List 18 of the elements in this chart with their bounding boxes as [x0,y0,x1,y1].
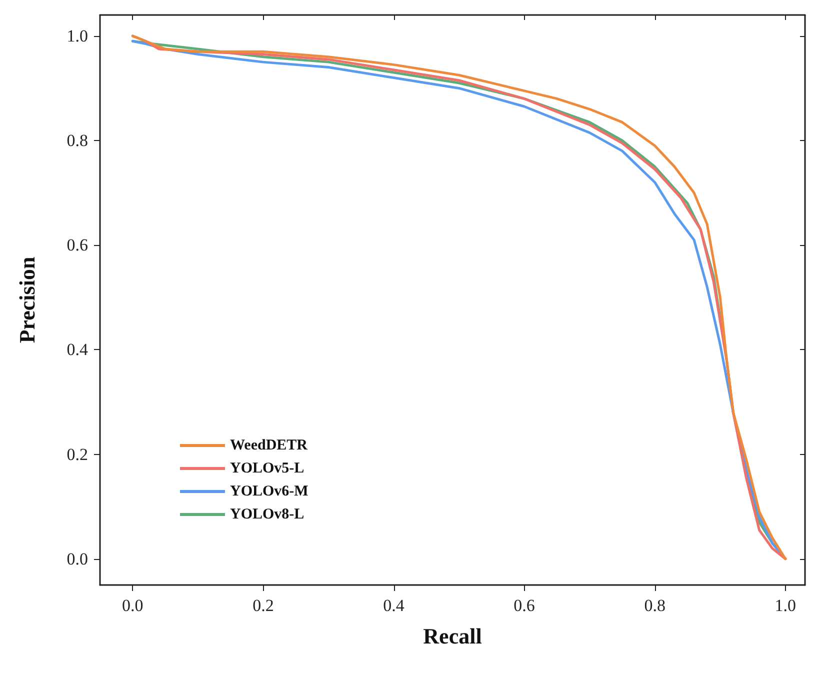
x-tick-label: 0.4 [383,596,405,615]
legend-label: YOLOv5-L [230,460,304,476]
x-tick-label: 0.0 [122,596,144,615]
y-tick-label: 0.8 [66,131,88,150]
x-tick-label: 0.6 [514,596,535,615]
legend-label: WeedDETR [230,438,308,454]
x-tick-label: 0.8 [644,596,666,615]
y-axis-title: Precision [14,256,40,344]
y-tick-label: 0.0 [66,549,88,568]
legend-label: YOLOv6-M [230,484,308,500]
y-tick-label: 0.6 [66,236,88,255]
x-tick-label: 0.2 [252,596,274,615]
x-axis-title: Recall [423,624,482,648]
legend-label: YOLOv8-L [230,506,304,522]
x-tick-label: 1.0 [774,596,796,615]
y-tick-label: 0.4 [66,340,88,360]
y-tick-label: 0.2 [66,444,88,464]
y-tick-label: 1.0 [66,26,88,46]
